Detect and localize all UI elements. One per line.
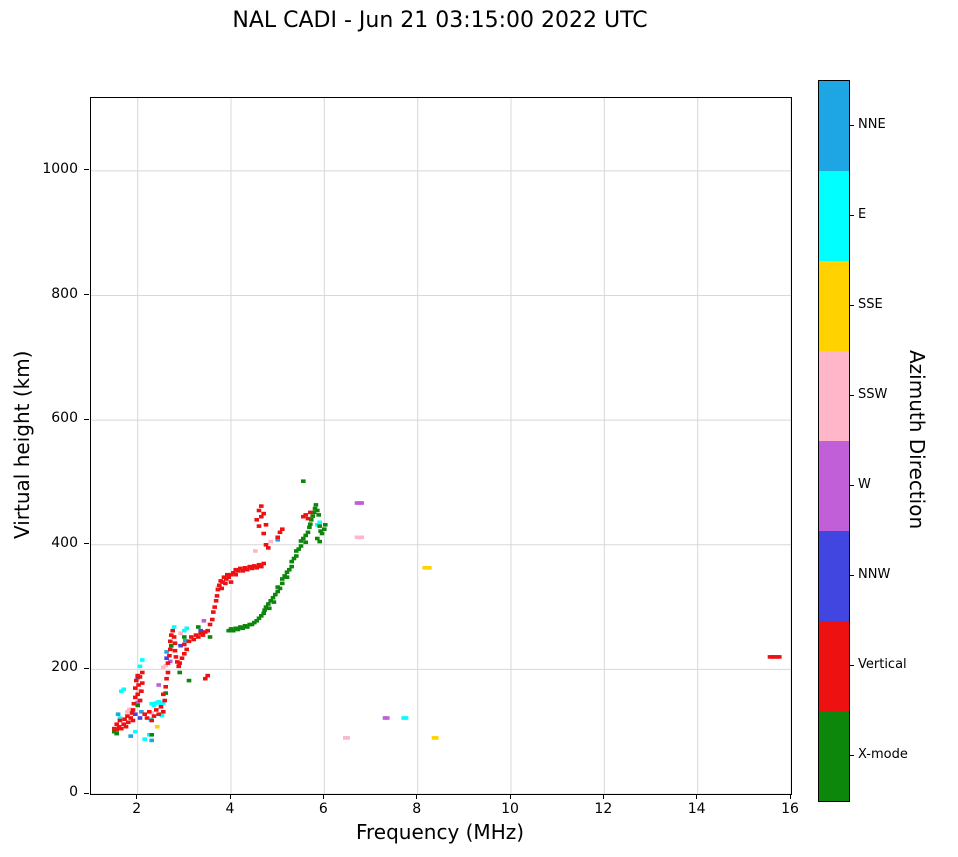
y-tick-1000: [84, 169, 89, 171]
colorbar: [818, 80, 850, 802]
y-tick-label-600: 600: [51, 410, 78, 427]
colorbar-segment-X-mode: [819, 711, 849, 801]
x-tick-16: [789, 794, 791, 799]
x-axis-label: Frequency (MHz): [355, 820, 525, 844]
x-tick-14: [696, 794, 698, 799]
colorbar-tick-SSE: [850, 304, 854, 306]
y-axis-label: Virtual height (km): [10, 350, 34, 540]
colorbar-segment-W: [819, 441, 849, 531]
y-tick-label-400: 400: [51, 534, 78, 551]
x-tick-label-6: 6: [318, 801, 328, 817]
series-Vertical: [112, 504, 782, 732]
chart-title: NAL CADI - Jun 21 03:15:00 2022 UTC: [232, 8, 648, 33]
colorbar-label-E: E: [858, 207, 867, 222]
colorbar-segment-SSW: [819, 351, 849, 441]
x-tick-label-10: 10: [501, 801, 519, 817]
colorbar-segment-NNW: [819, 531, 849, 621]
x-tick-4: [229, 794, 231, 799]
colorbar-label-Vertical: Vertical: [858, 657, 907, 672]
x-tick-12: [602, 794, 604, 799]
colorbar-segment-Vertical: [819, 621, 849, 711]
x-tick-label-2: 2: [132, 801, 142, 817]
y-tick-0: [84, 792, 89, 794]
colorbar-tick-NNE: [850, 124, 854, 126]
x-tick-label-14: 14: [687, 801, 706, 817]
scatter-plot: [91, 98, 791, 794]
colorbar-segment-E: [819, 171, 849, 261]
x-tick-label-8: 8: [412, 801, 422, 817]
colorbar-tick-X-mode: [850, 754, 854, 756]
series-E: [117, 520, 409, 741]
series-X-mode: [112, 479, 328, 737]
x-tick-label-12: 12: [594, 801, 613, 817]
series-SSW: [125, 535, 364, 740]
series-NNW: [133, 628, 203, 720]
y-tick-200: [84, 667, 89, 669]
y-tick-label-1000: 1000: [42, 160, 78, 177]
colorbar-label-SSE: SSE: [858, 297, 883, 312]
y-tick-label-200: 200: [51, 659, 78, 676]
series-NNE: [115, 538, 280, 743]
plot-area: [90, 97, 792, 795]
x-tick-8: [416, 794, 418, 799]
y-tick-600: [84, 418, 89, 420]
colorbar-tick-W: [850, 484, 854, 486]
colorbar-segment-NNE: [819, 81, 849, 171]
x-tick-label-4: 4: [225, 801, 235, 817]
colorbar-label-SSW: SSW: [858, 387, 888, 402]
colorbar-tick-E: [850, 214, 854, 216]
x-tick-2: [136, 794, 138, 799]
y-tick-400: [84, 543, 89, 545]
colorbar-label-W: W: [858, 477, 871, 492]
colorbar-label-NNE: NNE: [858, 117, 886, 132]
colorbar-tick-SSW: [850, 394, 854, 396]
x-tick-10: [509, 794, 511, 799]
colorbar-label-X-mode: X-mode: [858, 747, 908, 762]
series-SSE: [155, 566, 439, 740]
colorbar-label-NNW: NNW: [858, 567, 891, 582]
y-tick-label-800: 800: [51, 285, 78, 302]
colorbar-tick-NNW: [850, 574, 854, 576]
y-tick-label-0: 0: [69, 784, 78, 800]
colorbar-tick-Vertical: [850, 664, 854, 666]
x-tick-label-16: 16: [781, 801, 799, 817]
colorbar-title: Azimuth Direction: [905, 350, 929, 530]
y-tick-800: [84, 294, 89, 296]
colorbar-segment-SSE: [819, 261, 849, 351]
x-tick-6: [322, 794, 324, 799]
